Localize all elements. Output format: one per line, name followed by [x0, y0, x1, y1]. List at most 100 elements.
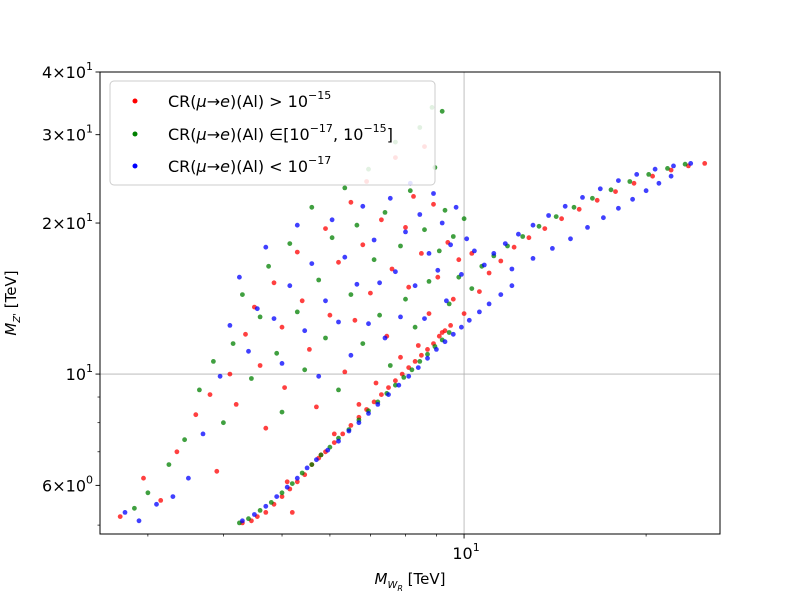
- data-point-2-66: [585, 225, 590, 230]
- data-point-2-36: [417, 212, 423, 217]
- data-point-2-12: [271, 316, 277, 321]
- data-point-0-98: [442, 328, 448, 334]
- data-point-0-84: [348, 423, 354, 428]
- data-point-2-71: [656, 180, 662, 186]
- data-point-2-65: [568, 236, 573, 242]
- data-point-0-13: [271, 280, 277, 286]
- data-point-0-46: [426, 311, 432, 316]
- data-point-1-44: [446, 301, 452, 307]
- data-point-2-69: [630, 196, 635, 202]
- data-point-0-16: [284, 479, 290, 485]
- data-point-2-7: [227, 323, 233, 328]
- data-point-1-48: [469, 286, 475, 291]
- data-point-2-21: [336, 319, 341, 325]
- data-point-2-50: [502, 241, 508, 247]
- data-point-0-51: [450, 296, 456, 302]
- data-point-1-35: [412, 324, 418, 330]
- data-point-0-77: [294, 479, 300, 485]
- data-point-2-13: [279, 361, 285, 366]
- data-point-2-93: [442, 339, 448, 345]
- data-point-2-16: [302, 328, 308, 334]
- data-point-0-75: [279, 494, 285, 499]
- data-point-0-29: [352, 317, 358, 323]
- data-point-2-63: [530, 256, 536, 261]
- data-point-2-73: [240, 518, 245, 524]
- data-point-2-30: [387, 195, 393, 201]
- data-point-0-37: [389, 266, 395, 272]
- data-point-1-25: [360, 341, 366, 346]
- data-point-2-23: [348, 352, 354, 358]
- legend-marker-blue: [132, 163, 138, 169]
- data-point-0-7: [227, 371, 233, 377]
- data-point-1-37: [422, 227, 427, 233]
- y-tick-label: 2×101: [42, 211, 93, 233]
- data-point-0-88: [379, 392, 384, 397]
- data-point-2-17: [309, 261, 315, 266]
- data-point-1-43: [442, 207, 448, 213]
- data-point-2-74: [252, 512, 257, 517]
- data-point-0-9: [243, 331, 248, 337]
- data-point-1-10: [257, 314, 263, 320]
- data-point-1-3: [182, 437, 188, 443]
- data-point-2-89: [406, 373, 412, 379]
- data-point-0-59: [526, 235, 532, 241]
- data-point-2-37: [422, 316, 427, 321]
- data-point-0-95: [425, 347, 430, 352]
- data-point-2-5: [200, 431, 206, 437]
- data-point-1-0: [132, 505, 137, 511]
- y-tick-label: 6×100: [42, 473, 93, 495]
- data-point-2-97: [477, 309, 482, 315]
- data-point-2-68: [616, 205, 621, 211]
- data-point-0-56: [486, 270, 492, 276]
- data-point-1-30: [387, 363, 393, 368]
- data-point-2-80: [314, 457, 319, 463]
- data-point-0-73: [263, 510, 269, 515]
- data-point-2-72: [668, 173, 674, 179]
- data-point-1-47: [461, 216, 467, 222]
- data-point-1-69: [309, 462, 315, 467]
- data-point-1-59: [646, 172, 652, 177]
- data-point-0-82: [331, 440, 337, 445]
- data-point-1-12: [274, 350, 280, 356]
- data-point-2-54: [562, 203, 568, 209]
- data-point-2-51: [516, 231, 521, 237]
- data-point-2-70: [643, 188, 649, 194]
- data-point-0-19: [299, 298, 305, 304]
- data-point-1-65: [268, 500, 274, 505]
- data-point-2-56: [597, 186, 603, 192]
- data-point-0-11: [257, 363, 263, 368]
- y-tick-label: 4×101: [42, 60, 93, 82]
- data-point-2-40: [435, 267, 441, 273]
- data-point-0-8: [233, 402, 239, 407]
- data-point-2-19: [323, 298, 328, 304]
- data-point-1-38: [426, 279, 432, 284]
- data-point-0-4: [193, 412, 199, 418]
- data-point-2-57: [616, 178, 621, 184]
- data-point-0-65: [631, 180, 637, 186]
- legend-marker-red: [132, 98, 138, 104]
- data-point-0-41: [406, 284, 412, 290]
- data-point-0-64: [613, 189, 618, 195]
- data-point-0-58: [511, 244, 517, 250]
- data-point-2-43: [448, 242, 453, 248]
- data-point-1-32: [398, 243, 403, 249]
- data-point-2-83: [346, 428, 352, 434]
- data-point-1-7: [230, 341, 236, 346]
- data-point-2-27: [371, 237, 377, 243]
- data-point-1-17: [309, 204, 315, 210]
- data-point-1-11: [266, 263, 271, 269]
- data-point-0-44: [419, 251, 424, 256]
- data-point-1-45: [450, 234, 456, 239]
- data-point-0-52: [456, 257, 462, 263]
- scatter-points: [117, 105, 708, 526]
- data-point-2-64: [550, 246, 555, 251]
- data-point-2-92: [434, 347, 439, 352]
- data-point-1-16: [302, 367, 308, 373]
- data-point-2-33: [403, 229, 408, 235]
- data-point-2-58: [634, 172, 640, 177]
- data-point-2-24: [354, 281, 360, 287]
- y-tick-label: 3×101: [42, 123, 93, 145]
- data-point-0-31: [360, 242, 366, 248]
- data-point-2-59: [652, 166, 658, 172]
- data-point-2-31: [393, 269, 398, 275]
